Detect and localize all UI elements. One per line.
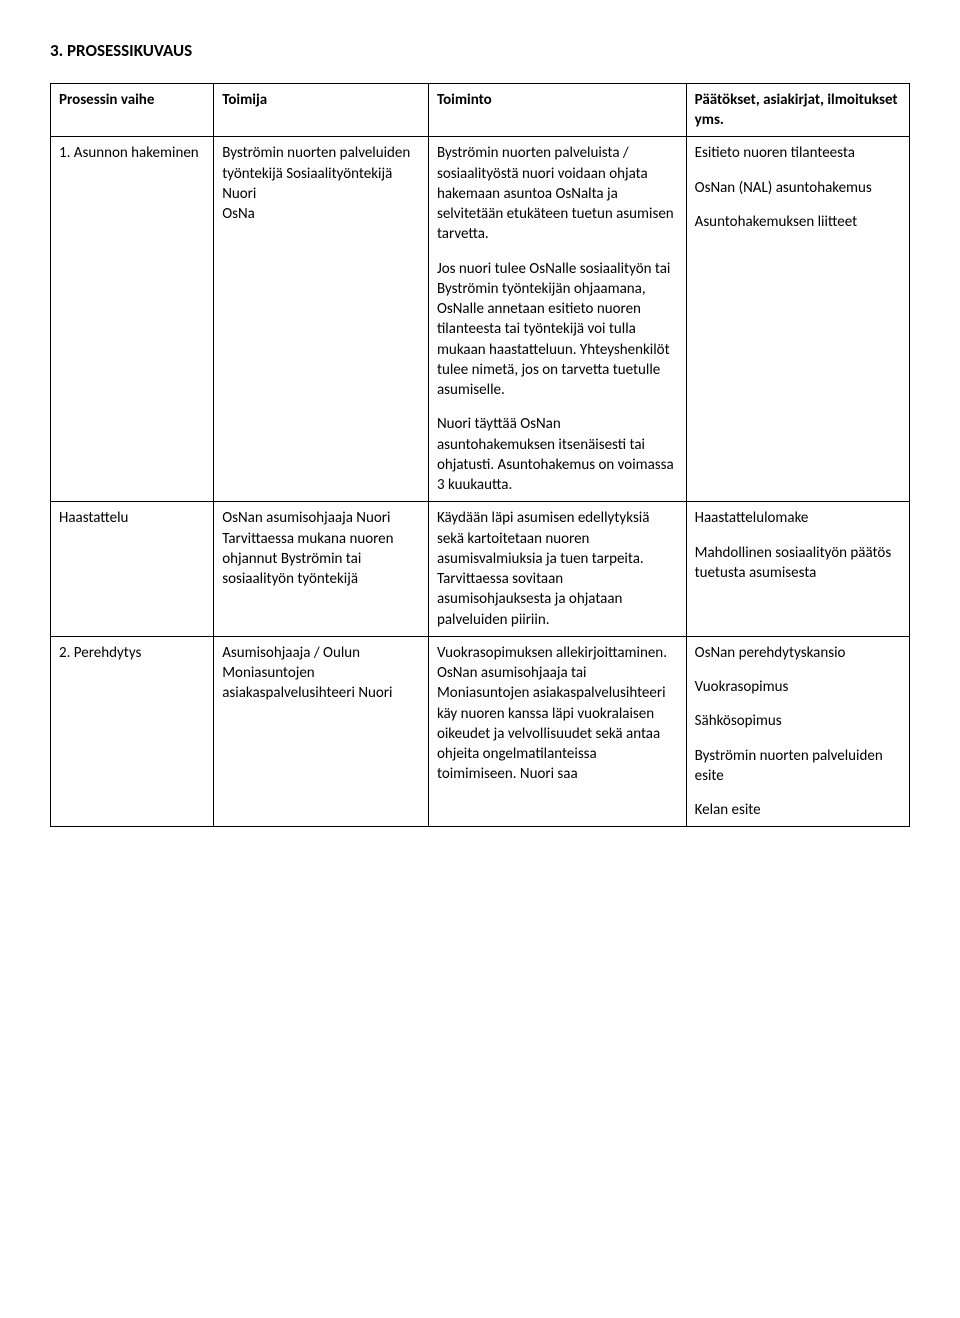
table-row: 1. Asunnon hakeminenByströmin nuorten pa… [51, 137, 910, 502]
table-header-row: Prosessin vaihe Toimija Toiminto Päätöks… [51, 83, 910, 137]
cell-phase: Haastattelu [51, 502, 214, 637]
header-phase: Prosessin vaihe [51, 83, 214, 137]
cell-documents: Esitieto nuoren tilanteestaOsNan (NAL) a… [686, 137, 909, 502]
header-documents: Päätökset, asiakirjat, ilmoitukset yms. [686, 83, 909, 137]
section-heading: 3. PROSESSIKUVAUS [50, 40, 910, 63]
table-row: HaastatteluOsNan asumisohjaaja NuoriTarv… [51, 502, 910, 637]
cell-phase: 2. Perehdytys [51, 636, 214, 827]
process-table: Prosessin vaihe Toimija Toiminto Päätöks… [50, 83, 910, 828]
table-row: 2. PerehdytysAsumisohjaaja / Oulun Monia… [51, 636, 910, 827]
cell-action: Vuokrasopimuksen allekirjoittaminen. OsN… [428, 636, 686, 827]
cell-documents: OsNan perehdytyskansioVuokrasopimusSähkö… [686, 636, 909, 827]
cell-phase: 1. Asunnon hakeminen [51, 137, 214, 502]
cell-documents: HaastattelulomakeMahdollinen sosiaalityö… [686, 502, 909, 637]
cell-action: Käydään läpi asumisen edellytyksiä sekä … [428, 502, 686, 637]
cell-actor: OsNan asumisohjaaja NuoriTarvittaessa mu… [214, 502, 429, 637]
cell-actor: Byströmin nuorten palveluiden työntekijä… [214, 137, 429, 502]
header-action: Toiminto [428, 83, 686, 137]
cell-actor: Asumisohjaaja / Oulun Moniasuntojen asia… [214, 636, 429, 827]
header-actor: Toimija [214, 83, 429, 137]
cell-action: Byströmin nuorten palveluista / sosiaali… [428, 137, 686, 502]
